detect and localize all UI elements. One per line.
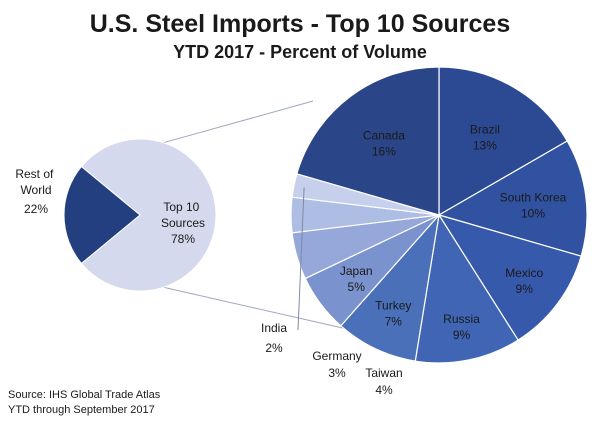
value-canada: 16%: [372, 145, 396, 159]
connector-top: [163, 100, 314, 144]
label-rest-of-world: Rest of World: [15, 167, 56, 197]
label-taiwan: Taiwan: [365, 366, 402, 380]
label-top-10-sources: Top 10 Sources: [161, 200, 205, 230]
label-mexico: Mexico: [505, 266, 543, 280]
value-russia: 9%: [453, 328, 471, 342]
value-mexico: 9%: [516, 282, 534, 296]
value-taiwan: 4%: [375, 383, 393, 397]
value-germany: 3%: [328, 366, 346, 380]
slice-south-korea: [437, 140, 588, 257]
summary-pie: [63, 138, 217, 292]
chart-subtitle: YTD 2017 - Percent of Volume: [173, 42, 427, 62]
source-note: Source: IHS Global Trade Atlas YTD throu…: [8, 388, 160, 418]
slice-mexico: [437, 213, 582, 341]
slice-rest-of-world: [63, 165, 141, 265]
connector-lines: [163, 100, 348, 330]
label-germany: Germany: [312, 349, 361, 363]
label-russia: Russia: [443, 312, 480, 326]
label-turkey: Turkey: [375, 298, 411, 312]
label-india: India: [261, 321, 287, 335]
value-japan: 5%: [348, 280, 366, 294]
source-line-1: Source: IHS Global Trade Atlas: [8, 389, 161, 401]
leader-india: [297, 187, 305, 331]
chart-title: U.S. Steel Imports - Top 10 Sources: [89, 10, 511, 38]
breakdown-pie: [290, 66, 588, 364]
value-india: 2%: [265, 341, 283, 355]
slice-canada: [296, 66, 440, 216]
label-japan: Japan: [340, 264, 373, 278]
slice-russia: [414, 213, 519, 364]
source-line-2: YTD through September 2017: [8, 404, 155, 416]
value-brazil: 13%: [473, 139, 497, 153]
value-south-korea: 10%: [521, 207, 545, 221]
slice-labels: Rest of World 22% Top 10 Sources 78% Bra…: [15, 123, 566, 398]
slice-brazil: [438, 66, 568, 217]
label-brazil: Brazil: [470, 123, 500, 137]
value-turkey: 7%: [385, 314, 403, 328]
connector-bottom: [163, 286, 348, 330]
slice-top-10-sources: [80, 138, 217, 292]
label-canada: Canada: [363, 129, 405, 143]
label-south-korea: South Korea: [500, 191, 567, 205]
value-rest-of-world: 22%: [24, 202, 48, 216]
value-top-10-sources: 78%: [171, 232, 195, 246]
slice-turkey: [340, 213, 440, 362]
